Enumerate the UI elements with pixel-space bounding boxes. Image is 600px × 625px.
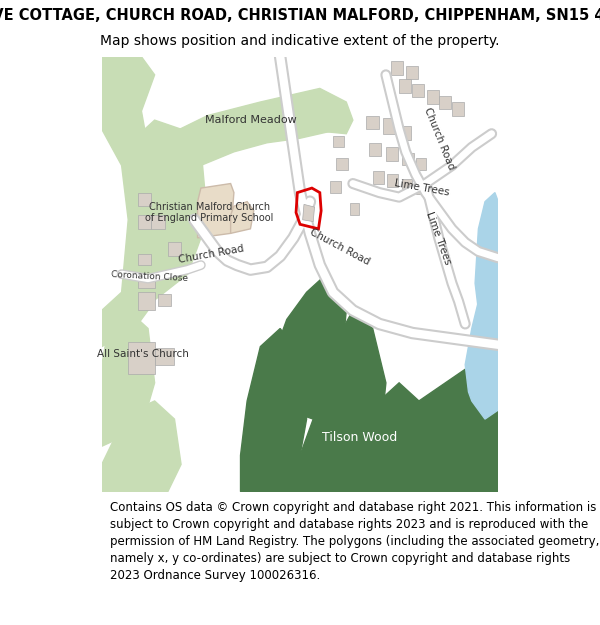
Polygon shape xyxy=(406,66,418,79)
Polygon shape xyxy=(138,254,151,265)
Polygon shape xyxy=(230,202,254,233)
Polygon shape xyxy=(439,96,451,109)
Text: All Saint's Church: All Saint's Church xyxy=(97,349,188,359)
Polygon shape xyxy=(138,215,151,229)
Polygon shape xyxy=(465,292,498,419)
Polygon shape xyxy=(168,102,340,174)
Polygon shape xyxy=(475,192,498,347)
Polygon shape xyxy=(399,79,411,93)
Polygon shape xyxy=(138,292,155,311)
Polygon shape xyxy=(333,136,344,148)
Text: Contains OS data © Crown copyright and database right 2021. This information is : Contains OS data © Crown copyright and d… xyxy=(110,501,599,582)
Polygon shape xyxy=(287,311,386,491)
Polygon shape xyxy=(416,158,425,170)
Polygon shape xyxy=(155,348,175,365)
Polygon shape xyxy=(197,184,234,238)
Polygon shape xyxy=(402,179,412,191)
Polygon shape xyxy=(373,171,384,184)
Polygon shape xyxy=(412,84,424,98)
Text: Christian Malford Church
of England Primary School: Christian Malford Church of England Prim… xyxy=(145,202,274,223)
Polygon shape xyxy=(260,274,346,419)
Polygon shape xyxy=(403,152,413,166)
Polygon shape xyxy=(391,61,403,75)
Polygon shape xyxy=(366,116,379,129)
Text: Malford Meadow: Malford Meadow xyxy=(205,115,296,125)
Polygon shape xyxy=(151,215,164,229)
Polygon shape xyxy=(383,118,396,134)
Text: Map shows position and indicative extent of the property.: Map shows position and indicative extent… xyxy=(100,34,500,48)
Polygon shape xyxy=(168,242,181,256)
Text: Coronation Close: Coronation Close xyxy=(110,271,188,283)
Polygon shape xyxy=(241,329,307,491)
Text: Lime Trees: Lime Trees xyxy=(394,178,451,198)
Polygon shape xyxy=(254,365,498,491)
Polygon shape xyxy=(337,158,347,170)
Text: DOVE COTTAGE, CHURCH ROAD, CHRISTIAN MALFORD, CHIPPENHAM, SN15 4BW: DOVE COTTAGE, CHURCH ROAD, CHRISTIAN MAL… xyxy=(0,8,600,23)
Polygon shape xyxy=(452,102,464,116)
Polygon shape xyxy=(161,88,353,156)
Polygon shape xyxy=(302,204,314,222)
Polygon shape xyxy=(416,184,425,194)
Polygon shape xyxy=(102,311,155,446)
Polygon shape xyxy=(386,148,398,161)
Polygon shape xyxy=(370,142,380,156)
Text: Lime Trees: Lime Trees xyxy=(425,210,453,266)
Polygon shape xyxy=(330,181,341,192)
Polygon shape xyxy=(138,192,151,206)
Polygon shape xyxy=(399,126,411,140)
Text: Church Road: Church Road xyxy=(308,227,371,267)
Polygon shape xyxy=(387,174,398,187)
Polygon shape xyxy=(102,57,155,347)
Polygon shape xyxy=(102,401,181,491)
Polygon shape xyxy=(158,294,171,306)
Polygon shape xyxy=(128,120,208,311)
Text: Tilson Wood: Tilson Wood xyxy=(322,431,397,444)
Polygon shape xyxy=(427,90,439,104)
Text: Church Road: Church Road xyxy=(177,244,244,265)
Polygon shape xyxy=(350,204,359,215)
Polygon shape xyxy=(138,274,155,288)
Polygon shape xyxy=(128,342,155,374)
Text: Church Road: Church Road xyxy=(422,106,456,171)
